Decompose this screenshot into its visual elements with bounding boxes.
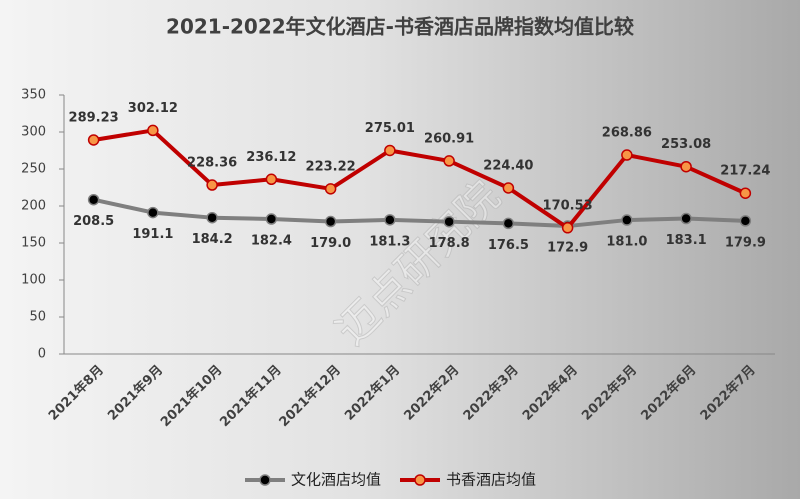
data-label: 184.2 bbox=[192, 232, 233, 247]
data-label: 289.23 bbox=[69, 110, 119, 125]
marker bbox=[502, 182, 515, 194]
marker bbox=[206, 211, 218, 224]
marker bbox=[680, 160, 692, 173]
legend-marker bbox=[259, 474, 271, 486]
marker bbox=[147, 206, 159, 219]
data-label: 179.0 bbox=[310, 236, 351, 251]
y-tick-label: 150 bbox=[21, 236, 46, 251]
data-label: 260.91 bbox=[424, 131, 474, 146]
data-label: 217.24 bbox=[720, 164, 770, 179]
y-tick-label: 100 bbox=[21, 273, 46, 288]
marker bbox=[739, 187, 752, 199]
marker bbox=[265, 173, 278, 186]
data-label: 191.1 bbox=[132, 227, 173, 242]
data-label: 170.53 bbox=[543, 198, 593, 213]
data-label: 181.0 bbox=[606, 235, 647, 250]
marker bbox=[206, 179, 218, 191]
marker bbox=[384, 214, 396, 226]
marker bbox=[502, 217, 515, 230]
marker bbox=[324, 183, 337, 195]
marker bbox=[621, 149, 633, 161]
y-tick-label: 0 bbox=[38, 347, 46, 362]
y-tick-label: 200 bbox=[21, 199, 46, 214]
marker bbox=[324, 215, 337, 228]
marker bbox=[680, 212, 692, 225]
data-label: 302.12 bbox=[128, 101, 178, 116]
data-label: 208.5 bbox=[73, 214, 114, 229]
data-label: 224.40 bbox=[483, 158, 533, 173]
marker bbox=[621, 214, 633, 226]
data-label: 236.12 bbox=[246, 150, 296, 165]
marker bbox=[384, 144, 396, 157]
chart-title: 2021-2022年文化酒店-书香酒店品牌指数均值比较 bbox=[166, 15, 634, 39]
data-label: 183.1 bbox=[666, 233, 707, 248]
y-tick-label: 300 bbox=[21, 125, 46, 140]
series-line bbox=[93, 197, 746, 229]
data-label: 275.01 bbox=[365, 121, 415, 136]
marker bbox=[443, 155, 455, 167]
marker bbox=[147, 124, 159, 137]
data-label: 268.86 bbox=[602, 126, 652, 141]
y-tick-label: 50 bbox=[29, 310, 46, 325]
marker bbox=[87, 134, 100, 146]
data-label: 172.9 bbox=[547, 241, 588, 256]
y-tick-label: 250 bbox=[21, 162, 46, 177]
legend-label: 书香酒店均值 bbox=[446, 471, 536, 489]
legend-marker bbox=[414, 474, 426, 486]
marker bbox=[739, 215, 752, 227]
marker bbox=[561, 222, 574, 234]
data-label: 182.4 bbox=[251, 234, 292, 249]
data-label: 178.8 bbox=[429, 236, 470, 251]
data-label: 228.36 bbox=[187, 156, 237, 171]
data-label: 179.9 bbox=[725, 235, 766, 250]
data-label: 176.5 bbox=[488, 238, 529, 253]
data-label: 253.08 bbox=[661, 137, 711, 152]
marker bbox=[443, 215, 455, 228]
marker bbox=[265, 213, 278, 225]
marker bbox=[87, 193, 100, 206]
legend-label: 文化酒店均值 bbox=[291, 471, 381, 489]
data-label: 181.3 bbox=[369, 234, 410, 249]
data-label: 223.22 bbox=[306, 159, 356, 174]
series-line bbox=[93, 128, 747, 230]
y-tick-label: 350 bbox=[21, 88, 46, 103]
